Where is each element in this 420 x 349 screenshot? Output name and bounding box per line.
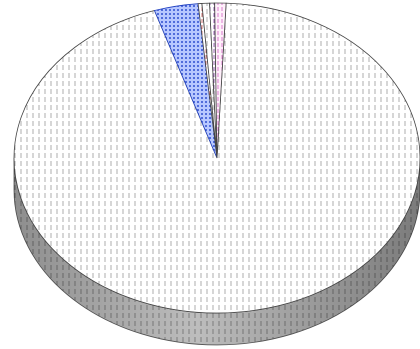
- pie-slices: [13, 2, 420, 314]
- pie-slice-1: [13, 2, 420, 314]
- pie-slice-6: [214, 2, 227, 159]
- pie-side-shade: [14, 158, 420, 345]
